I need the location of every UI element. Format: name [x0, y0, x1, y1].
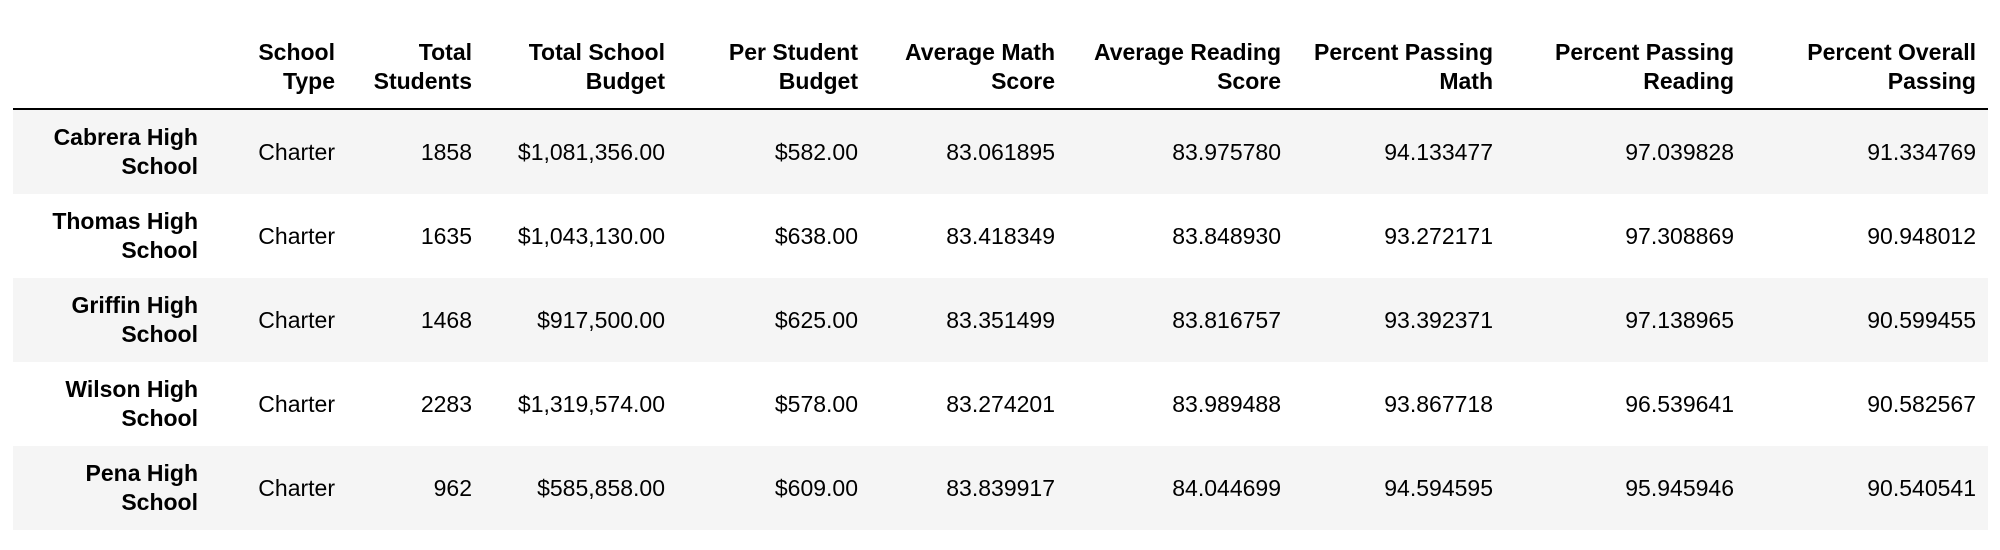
cell-percent-overall-passing: 90.948012 [1867, 222, 1976, 249]
cell-per-student-budget: $638.00 [774, 222, 858, 249]
cell-average-math-score: 83.274201 [946, 390, 1055, 417]
cell-total-school-budget: $1,043,130.00 [517, 222, 665, 249]
column-header-total-school-budget: Total School Budget [484, 38, 677, 110]
cell-total-school-budget: $585,858.00 [537, 474, 665, 501]
row-label-school: Thomas High School [52, 208, 198, 263]
table-header: School Type Total Students Total School … [13, 38, 1988, 110]
cell-total-students: 962 [433, 474, 472, 501]
cell-average-reading-score: 83.989488 [1172, 390, 1281, 417]
cell-percent-overall-passing: 90.540541 [1867, 474, 1976, 501]
cell-average-math-score: 83.839917 [946, 474, 1055, 501]
row-label-school: Cabrera High School [53, 124, 198, 179]
table-row: Cabrera High School Charter 1858 $1,081,… [13, 109, 1988, 194]
cell-percent-overall-passing: 90.582567 [1867, 390, 1976, 417]
cell-school-type: Charter [258, 306, 335, 333]
cell-percent-passing-math: 93.392371 [1384, 306, 1493, 333]
column-header-percent-overall-passing: Percent Overall Passing [1746, 38, 1988, 110]
top-schools-table: School Type Total Students Total School … [13, 38, 1988, 530]
cell-per-student-budget: $578.00 [774, 390, 858, 417]
column-header-percent-passing-reading: Percent Passing Reading [1505, 38, 1746, 110]
cell-school-type: Charter [258, 138, 335, 165]
cell-average-reading-score: 83.975780 [1172, 138, 1281, 165]
table-row: Pena High School Charter 962 $585,858.00… [13, 446, 1988, 530]
dataframe-container: School Type Total Students Total School … [13, 38, 1988, 530]
cell-percent-overall-passing: 90.599455 [1867, 306, 1976, 333]
column-header-average-reading-score: Average Reading Score [1067, 38, 1293, 110]
cell-percent-passing-math: 94.594595 [1384, 474, 1493, 501]
cell-percent-passing-reading: 97.138965 [1625, 306, 1734, 333]
cell-average-math-score: 83.061895 [946, 138, 1055, 165]
column-header-average-math-score: Average Math Score [870, 38, 1067, 110]
column-header-total-students: Total Students [347, 38, 484, 110]
cell-percent-overall-passing: 91.334769 [1867, 138, 1976, 165]
cell-school-type: Charter [258, 474, 335, 501]
table-row: Griffin High School Charter 1468 $917,50… [13, 278, 1988, 362]
row-label-school: Griffin High School [71, 292, 198, 347]
cell-percent-passing-reading: 97.308869 [1625, 222, 1734, 249]
cell-total-school-budget: $1,319,574.00 [517, 390, 665, 417]
table-row: Thomas High School Charter 1635 $1,043,1… [13, 194, 1988, 278]
cell-school-type: Charter [258, 222, 335, 249]
row-label-school: Pena High School [85, 460, 198, 515]
row-label-school: Wilson High School [65, 376, 198, 431]
cell-total-school-budget: $917,500.00 [537, 306, 665, 333]
cell-percent-passing-reading: 97.039828 [1625, 138, 1734, 165]
index-header [13, 38, 210, 110]
cell-per-student-budget: $625.00 [774, 306, 858, 333]
cell-total-students: 1468 [420, 306, 472, 333]
cell-percent-passing-math: 94.133477 [1384, 138, 1493, 165]
column-header-percent-passing-math: Percent Passing Math [1293, 38, 1505, 110]
cell-total-school-budget: $1,081,356.00 [517, 138, 665, 165]
cell-percent-passing-reading: 95.945946 [1625, 474, 1734, 501]
cell-average-reading-score: 84.044699 [1172, 474, 1281, 501]
cell-percent-passing-math: 93.272171 [1384, 222, 1493, 249]
cell-per-student-budget: $609.00 [774, 474, 858, 501]
column-header-school-type: School Type [210, 38, 347, 110]
cell-percent-passing-math: 93.867718 [1384, 390, 1493, 417]
cell-total-students: 1858 [420, 138, 472, 165]
cell-total-students: 1635 [420, 222, 472, 249]
table-body: Cabrera High School Charter 1858 $1,081,… [13, 109, 1988, 530]
cell-per-student-budget: $582.00 [774, 138, 858, 165]
cell-average-math-score: 83.418349 [946, 222, 1055, 249]
cell-average-reading-score: 83.816757 [1172, 306, 1281, 333]
column-header-per-student-budget: Per Student Budget [677, 38, 870, 110]
cell-school-type: Charter [258, 390, 335, 417]
cell-average-reading-score: 83.848930 [1172, 222, 1281, 249]
cell-average-math-score: 83.351499 [946, 306, 1055, 333]
table-row: Wilson High School Charter 2283 $1,319,5… [13, 362, 1988, 446]
header-row: School Type Total Students Total School … [13, 38, 1988, 110]
cell-percent-passing-reading: 96.539641 [1625, 390, 1734, 417]
cell-total-students: 2283 [420, 390, 472, 417]
